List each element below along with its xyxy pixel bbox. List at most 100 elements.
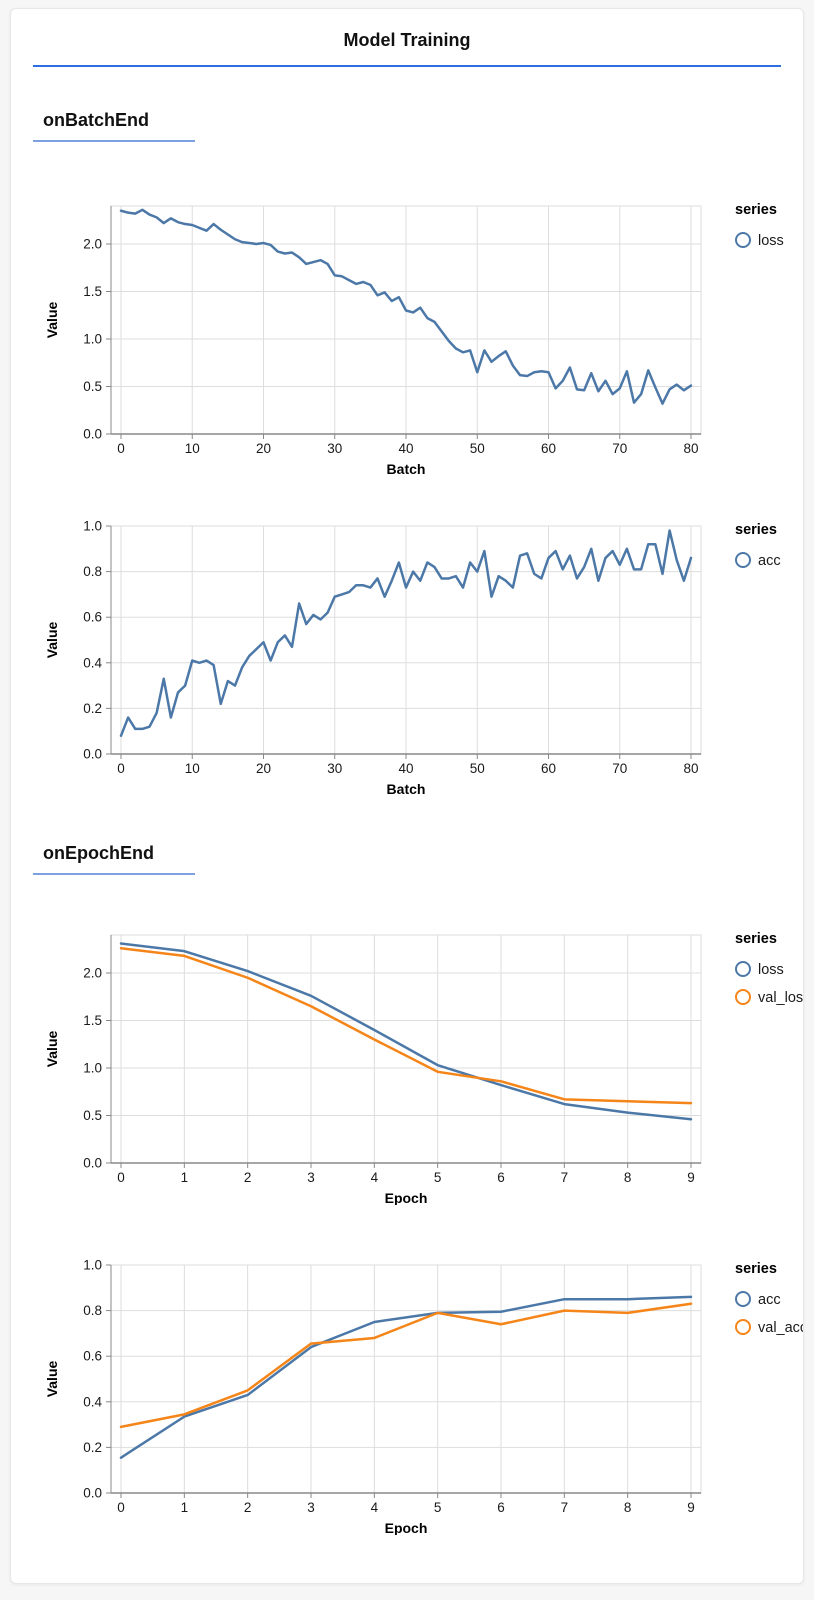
y-axis-title: Value bbox=[44, 1031, 60, 1068]
x-tick-label: 60 bbox=[541, 441, 556, 456]
y-tick-label: 0.6 bbox=[83, 1349, 102, 1364]
legend-marker-val_loss bbox=[735, 989, 751, 1005]
title-divider bbox=[33, 65, 781, 67]
x-tick-label: 6 bbox=[497, 1170, 505, 1185]
legend-label-loss: loss bbox=[758, 962, 784, 978]
x-axis: 0 1 2 3 4 5 6 7 8 9 Epoch bbox=[117, 1163, 695, 1205]
x-tick-label: 3 bbox=[307, 1170, 315, 1185]
series-line-loss bbox=[119, 208, 693, 405]
x-tick-label: 9 bbox=[687, 1170, 695, 1185]
x-tick-label: 2 bbox=[244, 1170, 252, 1185]
x-tick-label: 2 bbox=[244, 1500, 252, 1515]
legend: series loss val_loss bbox=[735, 931, 803, 1006]
y-tick-label: 0.0 bbox=[83, 1486, 102, 1501]
epoch-acc-chart: 0 1 2 3 4 5 6 7 8 9 Epoch 0.0 0.2 0.4 0.6 0.8 1.0 Value se… bbox=[33, 1243, 803, 1536]
x-tick-label: 9 bbox=[687, 1500, 695, 1515]
x-tick-label: 7 bbox=[561, 1170, 569, 1185]
legend-marker-loss bbox=[735, 232, 751, 248]
legend: series acc val_acc bbox=[735, 1261, 803, 1336]
x-axis: 0 1 2 3 4 5 6 7 8 9 Epoch bbox=[117, 1493, 695, 1535]
legend-label-val_acc: val_acc bbox=[758, 1320, 803, 1336]
section-heading-onbatchend: onBatchEnd bbox=[43, 110, 149, 130]
x-tick-label: 3 bbox=[307, 1500, 315, 1515]
legend-title: series bbox=[735, 931, 777, 947]
x-tick-label: 0 bbox=[117, 1500, 125, 1515]
x-tick-label: 50 bbox=[470, 761, 485, 776]
x-tick-label: 30 bbox=[327, 441, 342, 456]
x-tick-label: 5 bbox=[434, 1170, 442, 1185]
x-tick-label: 1 bbox=[181, 1500, 189, 1515]
y-axis: 0.0 0.2 0.4 0.6 0.8 1.0 Value bbox=[44, 519, 111, 762]
y-tick-label: 0.5 bbox=[83, 379, 102, 394]
batch-acc-chart-svg: 0 10 20 30 40 50 60 70 80 Batch 0.0 0.2 0.4 0.6 0.8 1.0… bbox=[44, 519, 781, 797]
y-axis: 0.0 0.5 1.0 1.5 2.0 Value bbox=[44, 237, 111, 442]
x-tick-label: 70 bbox=[612, 761, 627, 776]
x-tick-label: 0 bbox=[117, 1170, 125, 1185]
x-tick-label: 80 bbox=[683, 761, 698, 776]
legend-label-loss: loss bbox=[758, 233, 784, 249]
x-tick-label: 7 bbox=[561, 1500, 569, 1515]
y-axis-title: Value bbox=[44, 622, 60, 659]
legend-title: series bbox=[735, 202, 777, 218]
x-tick-label: 80 bbox=[683, 441, 698, 456]
gridlines bbox=[111, 206, 701, 435]
x-tick-label: 30 bbox=[327, 761, 342, 776]
x-tick-label: 40 bbox=[398, 761, 413, 776]
x-tick-label: 5 bbox=[434, 1500, 442, 1515]
legend-label-acc: acc bbox=[758, 1292, 781, 1308]
x-tick-label: 0 bbox=[117, 761, 125, 776]
y-tick-label: 0.4 bbox=[83, 655, 102, 670]
x-tick-label: 50 bbox=[470, 441, 485, 456]
section-onbatchend: onBatchEnd 0 10 20 30 40 50 60 70 80 Batch 0.0 0.5 1… bbox=[29, 109, 785, 796]
section-heading-underline bbox=[33, 873, 195, 875]
x-tick-label: 40 bbox=[398, 441, 413, 456]
x-axis: 0 10 20 30 40 50 60 70 80 Batch bbox=[117, 754, 699, 796]
x-tick-label: 4 bbox=[371, 1170, 379, 1185]
x-tick-label: 6 bbox=[497, 1500, 505, 1515]
section-heading-onepochend: onEpochEnd bbox=[43, 843, 154, 863]
section-heading-underline bbox=[33, 140, 195, 142]
y-tick-label: 0.5 bbox=[83, 1108, 102, 1123]
y-axis-title: Value bbox=[44, 1361, 60, 1398]
x-tick-label: 20 bbox=[256, 761, 271, 776]
y-tick-label: 0.8 bbox=[83, 1303, 102, 1318]
y-tick-label: 0.0 bbox=[83, 427, 102, 442]
y-tick-label: 2.0 bbox=[83, 237, 102, 252]
x-tick-label: 1 bbox=[181, 1170, 189, 1185]
page-title: Model Training bbox=[343, 30, 471, 50]
x-tick-label: 0 bbox=[117, 441, 125, 456]
x-tick-label: 4 bbox=[371, 1500, 379, 1515]
y-axis: 0.0 0.2 0.4 0.6 0.8 1.0 Value bbox=[44, 1258, 111, 1501]
y-tick-label: 2.0 bbox=[83, 966, 102, 981]
visor-surface: Model Training onBatchEnd 0 10 20 30 40 50 60 7… bbox=[10, 8, 804, 1584]
y-tick-label: 1.5 bbox=[83, 284, 102, 299]
legend-marker-acc bbox=[735, 1291, 751, 1307]
y-axis: 0.0 0.5 1.0 1.5 2.0 Value bbox=[44, 966, 111, 1171]
series-line-loss bbox=[119, 942, 693, 1121]
legend-marker-val_acc bbox=[735, 1319, 751, 1335]
x-axis-title: Batch bbox=[387, 461, 426, 476]
y-tick-label: 1.0 bbox=[83, 1061, 102, 1076]
legend: series loss bbox=[735, 202, 784, 249]
y-tick-label: 1.0 bbox=[83, 519, 102, 534]
legend-title: series bbox=[735, 1261, 777, 1277]
legend-label-acc: acc bbox=[758, 553, 781, 569]
y-tick-label: 0.6 bbox=[83, 610, 102, 625]
y-tick-label: 0.4 bbox=[83, 1394, 102, 1409]
epoch-loss-chart-svg: 0 1 2 3 4 5 6 7 8 9 Epoch 0.0 0.5 1.0 1.5 2.0 Value serie… bbox=[44, 931, 803, 1205]
y-tick-label: 0.0 bbox=[83, 747, 102, 762]
x-axis: 0 10 20 30 40 50 60 70 80 Batch bbox=[117, 434, 699, 476]
y-tick-label: 1.0 bbox=[83, 332, 102, 347]
x-tick-label: 20 bbox=[256, 441, 271, 456]
y-tick-label: 1.0 bbox=[83, 1258, 102, 1273]
y-tick-label: 1.5 bbox=[83, 1013, 102, 1028]
series-line-acc bbox=[119, 529, 693, 738]
legend-label-val_loss: val_loss bbox=[758, 990, 803, 1006]
section-onepochend: onEpochEnd 0 1 2 3 4 5 6 7 8 9 Epoch 0.0 0.5 1.0 1.5 2.… bbox=[29, 842, 803, 1536]
legend-marker-loss bbox=[735, 961, 751, 977]
gridlines bbox=[111, 525, 701, 755]
y-axis-title: Value bbox=[44, 302, 60, 339]
x-tick-label: 10 bbox=[185, 761, 200, 776]
x-tick-label: 70 bbox=[612, 441, 627, 456]
series-line-val_acc bbox=[119, 1302, 693, 1429]
